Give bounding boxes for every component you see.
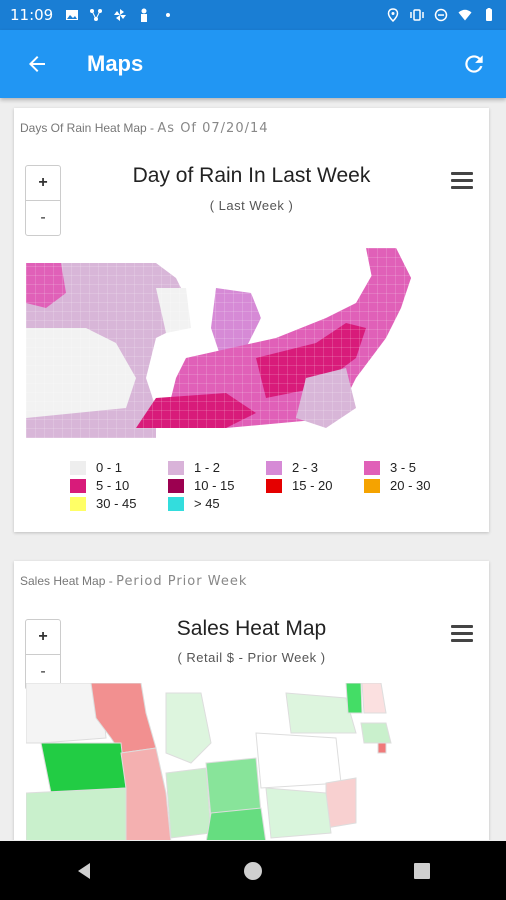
rain-chart-title: Day of Rain In Last Week (132, 164, 371, 187)
legend-swatch (266, 460, 282, 475)
do-not-disturb-icon (434, 8, 448, 22)
legend-label: 5 - 10 (96, 478, 130, 493)
sales-state-vermont (345, 683, 363, 714)
vibrate-icon (410, 9, 424, 21)
network-notification-icon (90, 9, 103, 21)
rain-card-header: Days Of Rain Heat Map - As Of 07/20/14 (20, 121, 269, 136)
rain-legend-item[interactable]: 20 - 30 (364, 478, 430, 493)
legend-swatch (364, 478, 380, 493)
legend-swatch (168, 478, 184, 493)
sales-state-west-virginia (265, 787, 332, 839)
sales-card-header: Sales Heat Map - Period Prior Week (20, 574, 247, 589)
sales-state-new-york (285, 692, 357, 734)
content-scroll[interactable]: Days Of Rain Heat Map - As Of 07/20/14 +… (0, 98, 506, 840)
rain-legend-item[interactable]: 5 - 10 (70, 478, 129, 493)
legend-swatch (70, 460, 86, 475)
person-notification-icon (141, 8, 148, 22)
circle-home-icon (243, 861, 262, 880)
dot-notification-icon (166, 13, 171, 17)
sales-card-period: Period Prior Week (116, 574, 248, 589)
sales-state-minnesota (26, 683, 107, 744)
sales-state-new-hampshire (361, 683, 387, 714)
sales-zoom-in-button[interactable]: + (26, 620, 60, 655)
refresh-button[interactable] (460, 50, 488, 78)
rain-legend-item[interactable]: > 45 (168, 496, 220, 511)
sales-chart-subtitle: ( Retail $ - Prior Week ) (177, 650, 326, 665)
rain-legend-item[interactable]: 30 - 45 (70, 496, 136, 511)
sales-state-virginia (325, 777, 357, 829)
sales-state-indiana (165, 767, 212, 839)
sales-state-pennsylvania (255, 732, 342, 789)
square-recents-icon (413, 862, 430, 879)
rain-zoom-out-button[interactable]: - (40, 209, 46, 226)
rain-card-title: Days Of Rain Heat Map - (20, 121, 155, 135)
sales-chart-menu-button[interactable] (451, 625, 473, 645)
legend-label: 1 - 2 (194, 460, 221, 475)
legend-label: 3 - 5 (390, 460, 417, 475)
sales-chart-title: Sales Heat Map (176, 617, 327, 640)
legend-label: 20 - 30 (390, 478, 431, 493)
rain-county-grid (26, 248, 416, 438)
nav-recents-button[interactable] (402, 851, 442, 891)
legend-label: 0 - 1 (96, 460, 123, 475)
sales-state-rhode-island (377, 742, 387, 754)
wifi-icon (458, 9, 472, 21)
legend-swatch (168, 496, 184, 511)
rain-card-date: As Of 07/20/14 (157, 121, 269, 136)
refresh-icon (465, 55, 483, 73)
rain-chart-menu-button[interactable] (451, 172, 473, 192)
app-bar: Maps (0, 30, 506, 98)
page-title: Maps (87, 51, 144, 76)
rain-legend-item[interactable]: 0 - 1 (70, 460, 122, 475)
legend-label: 10 - 15 (194, 478, 235, 493)
legend-label: > 45 (194, 496, 220, 511)
rain-heat-map[interactable] (26, 248, 416, 438)
pinwheel-notification-icon (114, 9, 127, 21)
sales-state-missouri (26, 787, 136, 840)
nav-home-button[interactable] (233, 851, 273, 891)
rain-heatmap-card: Days Of Rain Heat Map - As Of 07/20/14 +… (14, 108, 489, 532)
location-icon (387, 8, 399, 22)
sales-state-kentucky (205, 807, 267, 840)
battery-icon (486, 8, 492, 21)
arrow-left-icon (29, 56, 45, 72)
triangle-back-icon (78, 862, 91, 879)
back-button[interactable] (22, 49, 52, 79)
sales-zoom-out-button[interactable]: - (40, 663, 46, 680)
sales-heatmap-card: Sales Heat Map - Period Prior Week + - S… (14, 561, 489, 840)
legend-label: 15 - 20 (292, 478, 333, 493)
legend-label: 30 - 45 (96, 496, 137, 511)
sales-state-iowa (40, 742, 127, 794)
status-time: 11:09 (10, 6, 54, 24)
sales-state-massachusetts (360, 722, 392, 744)
rain-legend-item[interactable]: 1 - 2 (168, 460, 220, 475)
image-notification-icon (66, 10, 79, 20)
legend-swatch (168, 460, 184, 475)
status-bar: 11:09 (0, 0, 506, 30)
sales-zoom-control: + - (25, 619, 61, 690)
legend-label: 2 - 3 (292, 460, 319, 475)
sales-card-title: Sales Heat Map - (20, 574, 113, 588)
rain-legend-item[interactable]: 2 - 3 (266, 460, 318, 475)
sales-heat-map[interactable] (26, 683, 416, 840)
legend-swatch (266, 478, 282, 493)
rain-legend-item[interactable]: 15 - 20 (266, 478, 332, 493)
rain-zoom-in-button[interactable]: + (26, 166, 60, 201)
legend-swatch (364, 460, 380, 475)
rain-chart-subtitle: ( Last Week ) (209, 198, 294, 213)
rain-zoom-control: + - (25, 165, 61, 236)
system-nav-bar (0, 841, 506, 900)
legend-swatch (70, 478, 86, 493)
legend-swatch (70, 496, 86, 511)
nav-back-button[interactable] (64, 851, 104, 891)
rain-legend-item[interactable]: 3 - 5 (364, 460, 416, 475)
rain-legend-item[interactable]: 10 - 15 (168, 478, 234, 493)
sales-state-illinois (120, 747, 172, 840)
sales-state-michigan (165, 692, 212, 764)
